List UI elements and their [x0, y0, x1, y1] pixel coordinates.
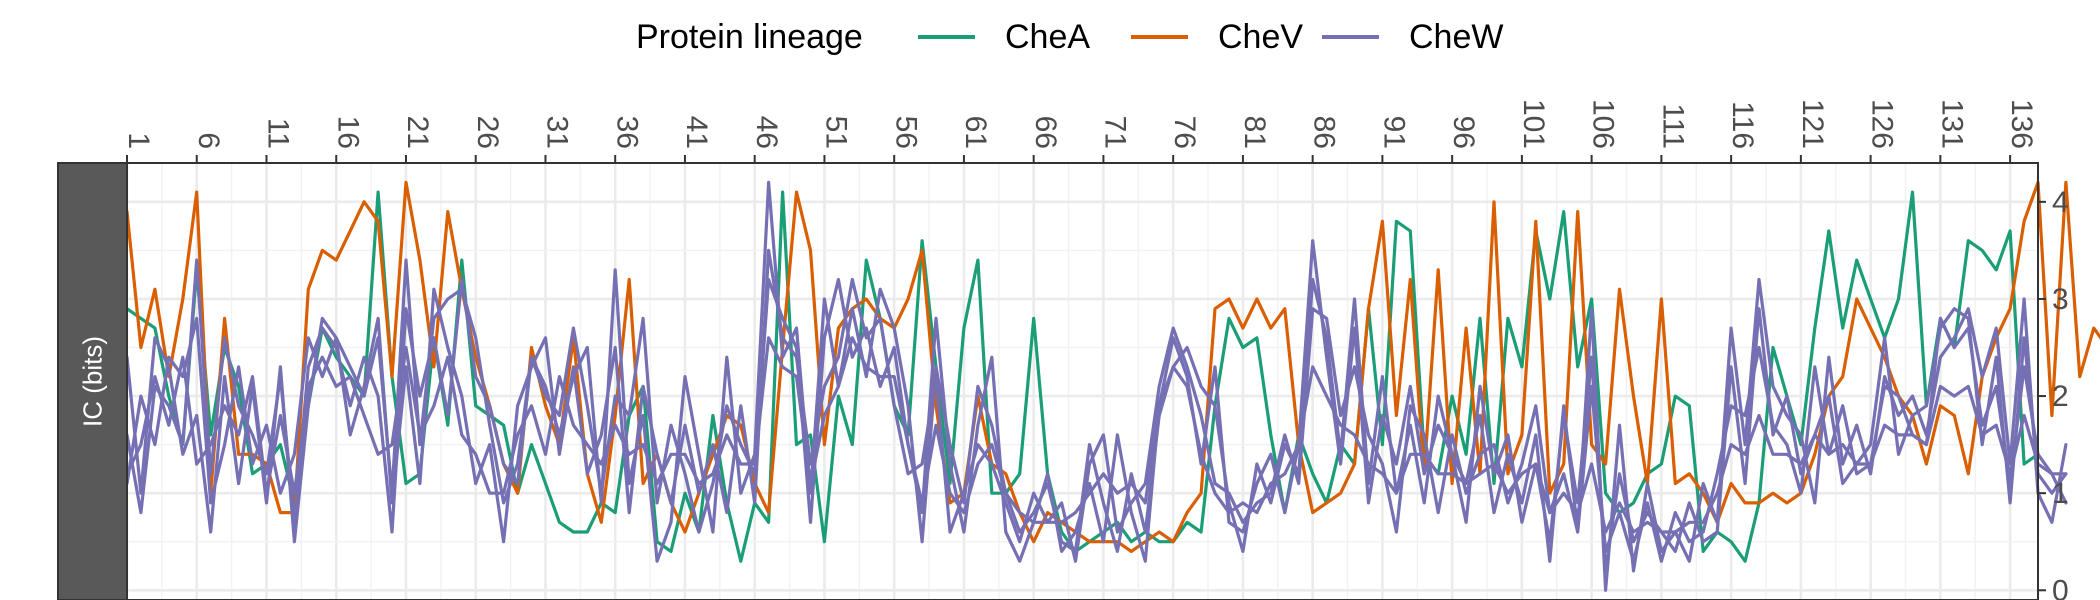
legend-label-chew: CheW	[1409, 18, 1503, 56]
series-line-chew	[125, 180, 2068, 592]
x-tick-label: 46	[750, 116, 783, 149]
x-tick-label: 16	[331, 116, 364, 149]
x-tick-label: 56	[889, 116, 922, 149]
x-tick-label: 116	[1726, 101, 1759, 149]
x-tick-label: 1	[122, 132, 155, 149]
y-tick-label: 0	[2052, 574, 2069, 600]
x-tick-label: 71	[1099, 116, 1132, 149]
series-line-chew	[125, 248, 2068, 563]
y-tick-label: 3	[2052, 283, 2069, 316]
x-tick-label: 81	[1238, 116, 1271, 149]
y-tick-label: 1	[2052, 477, 2069, 510]
legend-label-chea: CheA	[1005, 18, 1090, 56]
series-lines	[125, 180, 2100, 592]
y-label-strip	[57, 162, 128, 600]
x-tick-label: 61	[959, 116, 992, 149]
x-axis-top: 1 6 11 16 21 26 31 36 41 46 51 56 61 66 71 76 81 86 91 96 10…	[122, 99, 2038, 163]
series-line-chev	[125, 180, 2100, 554]
x-tick-label: 76	[1168, 116, 1201, 149]
x-tick-label: 51	[820, 116, 853, 149]
legend-label-chev: CheV	[1218, 18, 1303, 56]
legend: Protein lineage CheA CheV CheW	[636, 18, 1503, 56]
x-tick-label: 136	[2005, 99, 2038, 149]
x-tick-label: 86	[1308, 116, 1341, 149]
x-tick-label: 6	[192, 132, 225, 149]
x-tick-label: 66	[1029, 116, 1062, 149]
x-tick-label: 121	[1796, 99, 1829, 149]
x-tick-label: 131	[1935, 99, 1968, 149]
series-line-chew	[125, 239, 2068, 573]
x-tick-label: 31	[541, 116, 574, 149]
x-tick-label: 41	[680, 116, 713, 149]
series-line-chew	[125, 336, 2068, 534]
x-tick-label: 96	[1447, 116, 1480, 149]
x-tick-label: 106	[1587, 99, 1620, 149]
y-tick-label: 4	[2052, 186, 2069, 219]
x-tick-label: 91	[1377, 116, 1410, 149]
y-tick-label: 2	[2052, 380, 2069, 413]
x-tick-label: 11	[262, 118, 295, 149]
legend-title: Protein lineage	[636, 18, 863, 56]
y-axis-right: 0 1 2 3 4	[2038, 186, 2069, 600]
x-tick-label: 26	[471, 116, 504, 149]
x-tick-label: 126	[1866, 99, 1899, 149]
x-tick-label: 101	[1517, 99, 1550, 149]
x-tick-label: 36	[610, 116, 643, 149]
x-tick-label: 111	[1656, 103, 1689, 149]
y-axis-label: IC (bits)	[78, 336, 108, 427]
x-tick-label: 21	[401, 116, 434, 149]
